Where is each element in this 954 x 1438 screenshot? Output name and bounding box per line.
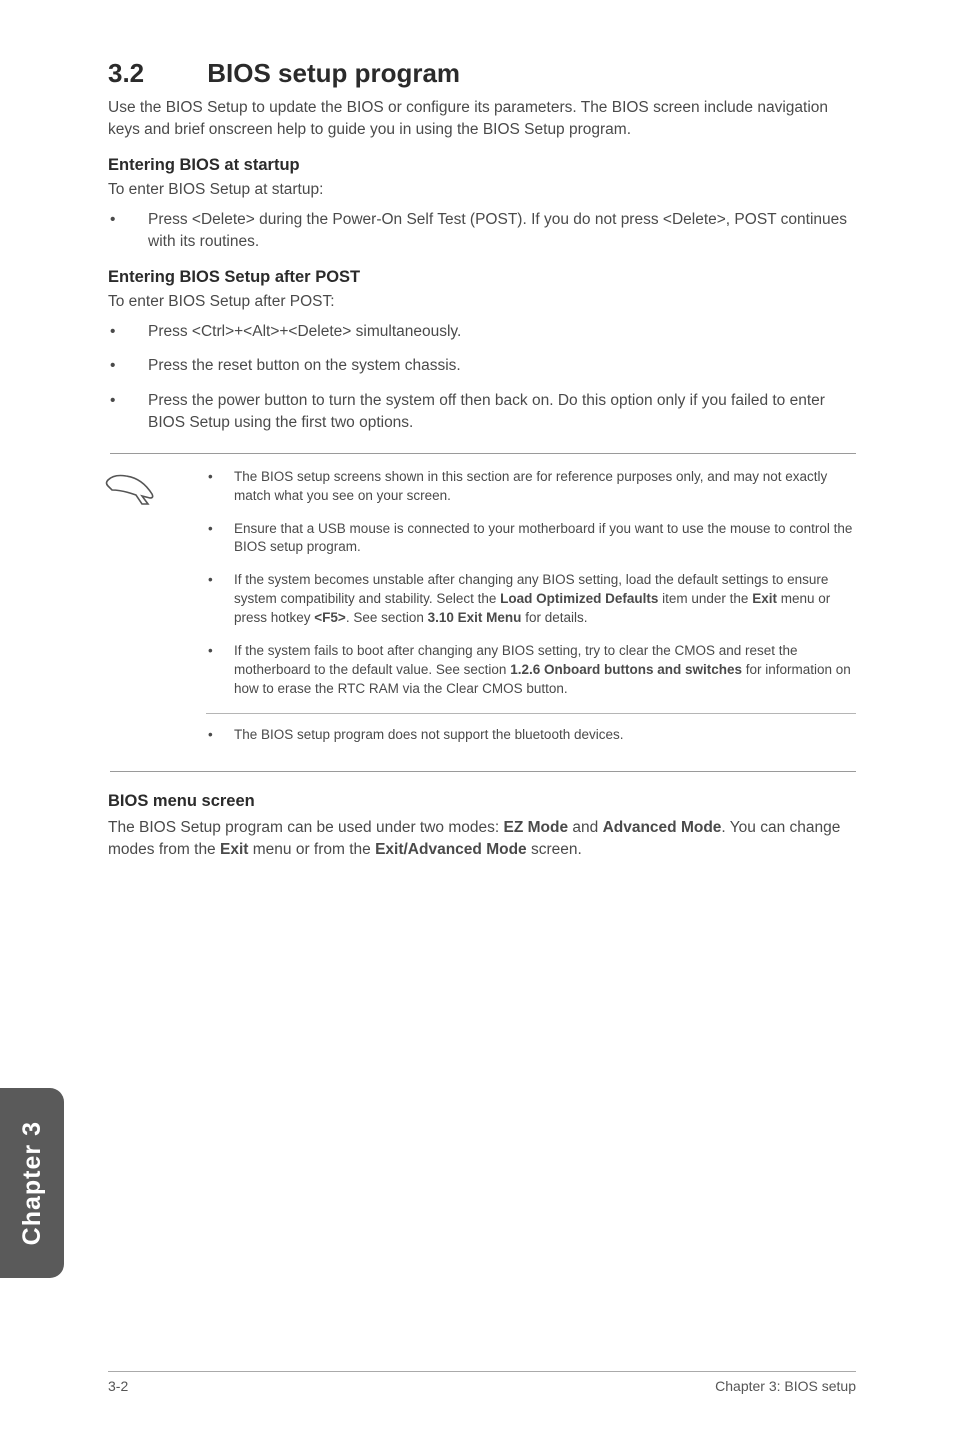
menu-screen-body: The BIOS Setup program can be used under… <box>108 817 856 862</box>
list-item: If the system becomes unstable after cha… <box>206 571 856 628</box>
note-box: The BIOS setup screens shown in this sec… <box>110 453 856 772</box>
note-divider <box>206 713 856 714</box>
chapter-tab: Chapter 3 <box>0 1088 64 1278</box>
startup-heading: Entering BIOS at startup <box>108 156 856 175</box>
afterpost-heading: Entering BIOS Setup after POST <box>108 268 856 287</box>
menu-screen-heading: BIOS menu screen <box>108 792 856 811</box>
chapter-tab-label: Chapter 3 <box>18 1121 47 1245</box>
list-item: Press <Ctrl>+<Alt>+<Delete> simultaneous… <box>108 321 856 343</box>
afterpost-intro: To enter BIOS Setup after POST: <box>108 293 856 311</box>
list-item: The BIOS setup screens shown in this sec… <box>206 468 856 506</box>
list-item: Ensure that a USB mouse is connected to … <box>206 520 856 558</box>
list-item: Press the reset button on the system cha… <box>108 355 856 377</box>
note-icon <box>102 468 158 508</box>
note-lead: The BIOS setup screens shown in this sec… <box>234 469 730 484</box>
note-list: The BIOS setup program does not support … <box>206 726 856 745</box>
footer-chapter-title: Chapter 3: BIOS setup <box>715 1378 856 1394</box>
note-lead: If the system becomes unstable after cha… <box>234 572 718 587</box>
list-item: Press <Delete> during the Power-On Self … <box>108 209 856 254</box>
startup-bullets: Press <Delete> during the Power-On Self … <box>108 209 856 254</box>
page-footer: 3-2 Chapter 3: BIOS setup <box>108 1371 856 1394</box>
section-title: BIOS setup program <box>207 58 460 88</box>
footer-page-number: 3-2 <box>108 1378 128 1394</box>
intro-paragraph: Use the BIOS Setup to update the BIOS or… <box>108 97 856 142</box>
note-list: The BIOS setup screens shown in this sec… <box>206 468 856 699</box>
list-item: Press the power button to turn the syste… <box>108 390 856 435</box>
note-lead: If the system fails to boot after changi… <box>234 643 741 658</box>
list-item: The BIOS setup program does not support … <box>206 726 856 745</box>
note-lead: The BIOS setup program does not support … <box>234 727 623 742</box>
afterpost-bullets: Press <Ctrl>+<Alt>+<Delete> simultaneous… <box>108 321 856 435</box>
section-number: 3.2 <box>108 58 200 89</box>
list-item: If the system fails to boot after changi… <box>206 642 856 699</box>
section-heading: 3.2 BIOS setup program <box>108 58 856 89</box>
startup-intro: To enter BIOS Setup at startup: <box>108 181 856 199</box>
note-lead: Ensure that a USB mouse is connected to … <box>234 521 726 536</box>
